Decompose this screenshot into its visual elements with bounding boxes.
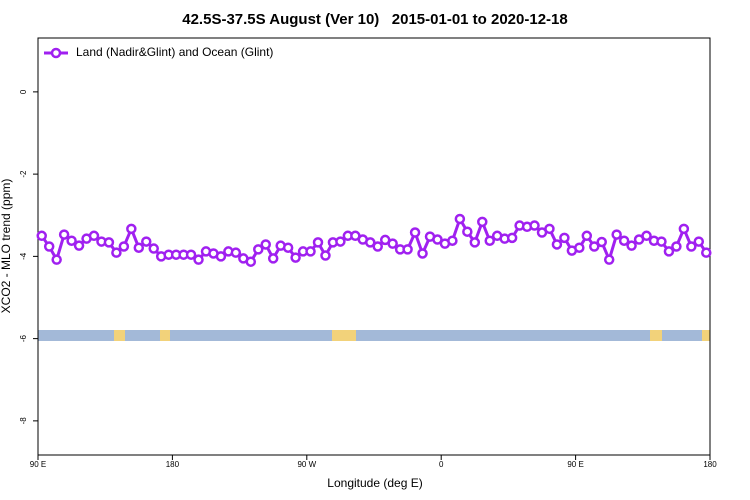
y-tick-label: -6 xyxy=(19,335,28,343)
land-patch xyxy=(702,330,710,341)
data-point xyxy=(148,243,159,254)
data-point xyxy=(469,237,481,248)
data-point xyxy=(365,237,376,248)
data-point xyxy=(641,230,652,242)
legend-marker xyxy=(50,47,62,59)
land-patch xyxy=(114,330,125,341)
data-point xyxy=(335,236,346,247)
x-tick-label: 90 E xyxy=(567,460,583,469)
data-point xyxy=(551,239,563,250)
data-point xyxy=(417,248,428,259)
data-point xyxy=(693,236,705,247)
data-point xyxy=(701,247,712,258)
data-point xyxy=(73,240,85,251)
data-point xyxy=(320,250,331,261)
data-point xyxy=(596,236,607,248)
data-point xyxy=(118,241,130,252)
data-point xyxy=(447,235,458,246)
ocean-strip xyxy=(38,330,710,341)
data-point xyxy=(66,235,77,246)
data-point xyxy=(185,249,197,260)
data-point xyxy=(51,254,62,265)
x-tick-label: 180 xyxy=(166,460,180,469)
data-point xyxy=(671,241,682,252)
data-point xyxy=(253,244,264,255)
data-point xyxy=(58,229,70,240)
data-point xyxy=(484,235,495,246)
x-tick-label: 180 xyxy=(703,460,717,469)
data-point xyxy=(618,235,630,246)
plot-frame xyxy=(37,37,711,456)
chart-title: 42.5S-37.5S August (Ver 10) 2015-01-01 t… xyxy=(182,11,567,28)
x-tick-label: 0 xyxy=(439,460,444,469)
data-point xyxy=(603,254,615,265)
data-point xyxy=(529,220,540,231)
y-tick-label: -8 xyxy=(19,417,28,425)
data-point xyxy=(387,238,398,249)
data-point xyxy=(454,213,466,225)
land-patch xyxy=(650,330,662,341)
data-point xyxy=(372,241,383,252)
data-point xyxy=(43,241,55,252)
data-point xyxy=(544,223,555,235)
data-point xyxy=(193,254,204,265)
data-point xyxy=(103,237,115,248)
land-ocean-strip xyxy=(38,330,710,341)
data-point xyxy=(581,230,593,242)
data-point xyxy=(312,237,324,248)
data-point xyxy=(506,232,518,244)
data-point xyxy=(36,230,47,242)
data-point xyxy=(678,223,690,235)
data-point xyxy=(282,242,294,253)
data-point xyxy=(409,227,421,238)
data-point xyxy=(686,241,697,252)
data-point xyxy=(432,234,443,245)
data-point xyxy=(133,242,145,253)
data-point xyxy=(215,251,227,262)
data-point xyxy=(260,239,271,250)
data-point xyxy=(574,242,585,253)
data-point xyxy=(559,232,570,244)
data-point xyxy=(88,230,100,242)
data-point xyxy=(656,236,667,247)
data-point xyxy=(402,244,413,255)
data-point xyxy=(245,256,257,267)
data-point xyxy=(626,240,637,251)
y-tick-label: -4 xyxy=(19,252,28,260)
data-point xyxy=(663,246,675,257)
x-tick-label: 90 W xyxy=(297,460,316,469)
legend-label: Land (Nadir&Glint) and Ocean (Glint) xyxy=(76,45,273,59)
data-point xyxy=(267,253,279,264)
land-patch xyxy=(160,330,170,341)
data-point xyxy=(290,252,301,263)
data-point xyxy=(305,246,316,257)
y-tick-label: 0 xyxy=(19,89,28,94)
data-point xyxy=(589,241,600,252)
y-tick-label: -2 xyxy=(19,170,28,178)
data-point xyxy=(462,226,473,237)
data-point xyxy=(141,236,152,247)
land-patch xyxy=(332,330,356,341)
data-point xyxy=(111,247,122,258)
y-axis-title: XCO2 - MLO trend (ppm) xyxy=(0,179,13,314)
data-point xyxy=(477,216,488,228)
x-axis-title: Longitude (deg E) xyxy=(327,476,422,490)
x-tick-label: 90 E xyxy=(30,460,46,469)
data-point xyxy=(230,247,242,258)
data-point xyxy=(126,223,137,235)
data-point xyxy=(611,229,622,240)
